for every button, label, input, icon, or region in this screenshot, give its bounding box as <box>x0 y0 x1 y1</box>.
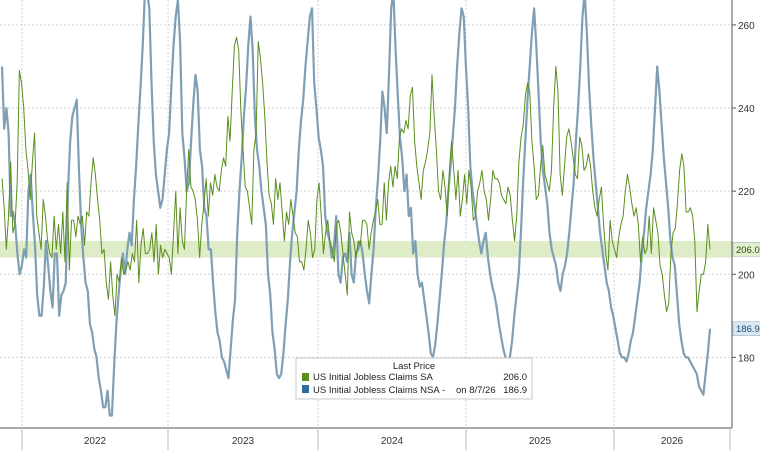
last-value-tag-nsa: 186.9 <box>732 321 760 336</box>
series-line-nsa <box>0 0 712 417</box>
tag-background <box>732 242 760 257</box>
legend-box <box>295 357 533 400</box>
series-layer <box>0 0 712 417</box>
grid-lines <box>0 0 732 428</box>
x-tick-label: 2025 <box>529 436 552 447</box>
x-tick-label: 2024 <box>381 436 404 447</box>
legend-title: Last Price <box>393 361 435 372</box>
last-value-tags: 206.0 186.9 <box>732 242 760 336</box>
legend-label-sa: US Initial Jobless Claims SA <box>313 372 434 383</box>
x-tick-label: 2026 <box>661 436 684 447</box>
x-axis-panel <box>0 428 760 450</box>
legend: Last Price US Initial Jobless Claims SA … <box>295 357 533 400</box>
tag-label: 206.0 <box>736 245 760 256</box>
legend-label-nsa: US Initial Jobless Claims NSA - <box>313 385 445 396</box>
y-axis-panel <box>732 0 760 450</box>
y-tick-label: 240 <box>738 104 755 115</box>
highlight-band <box>0 241 732 258</box>
legend-value-nsa: 186.9 <box>503 385 527 396</box>
legend-value-sa: 206.0 <box>503 372 527 383</box>
legend-swatch-nsa <box>302 385 309 393</box>
series-line-sa <box>1 36 711 317</box>
y-tick-label: 220 <box>738 187 755 198</box>
x-tick-label: 2023 <box>232 436 255 447</box>
legend-swatch-sa <box>302 373 309 381</box>
x-tick-label: 2022 <box>84 436 107 447</box>
y-tick-label: 260 <box>738 21 755 32</box>
tag-label: 186.9 <box>736 324 760 335</box>
last-value-tag-sa: 206.0 <box>732 242 760 257</box>
tag-background <box>732 321 760 336</box>
y-tick-label: 200 <box>738 270 755 281</box>
y-tick-label: 180 <box>738 353 755 364</box>
legend-note-nsa: on 8/7/26 <box>456 385 496 396</box>
